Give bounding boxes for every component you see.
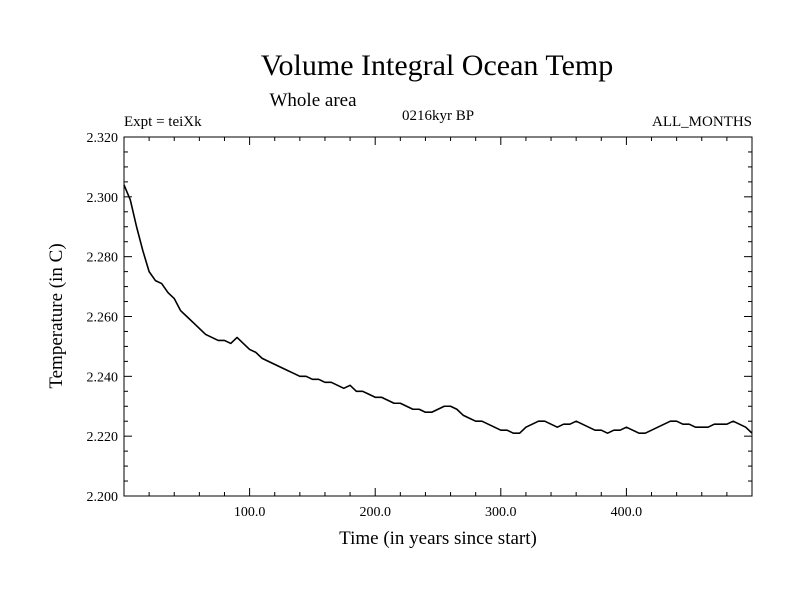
experiment-label: Expt = teiXk <box>124 114 202 130</box>
y-tick-label: 2.220 <box>87 430 119 445</box>
y-tick-label: 2.280 <box>87 251 119 266</box>
months-label: ALL_MONTHS <box>652 114 752 130</box>
chart-subtitle: Whole area <box>269 90 357 111</box>
plot-frame <box>123 136 753 497</box>
y-tick-label: 2.200 <box>87 490 119 505</box>
x-tick-label: 300.0 <box>485 505 517 520</box>
x-ticks: 100.0 200.0 300.0 400.0 <box>148 137 728 520</box>
x-tick-label: 200.0 <box>359 505 391 520</box>
period-label: 0216kyr BP <box>402 108 474 124</box>
chart-title: Volume Integral Ocean Temp <box>261 49 614 82</box>
y-axis-label: Temperature (in C) <box>46 243 67 388</box>
y-tick-label: 2.300 <box>87 191 119 206</box>
series-line <box>123 184 753 434</box>
y-ticks: 2.200 2.220 2.240 2.260 2.280 2.300 2.320 <box>87 131 752 505</box>
y-tick-label: 2.320 <box>87 131 119 146</box>
x-tick-label: 100.0 <box>234 505 266 520</box>
x-tick-label: 400.0 <box>611 505 643 520</box>
y-tick-label: 2.240 <box>87 370 119 385</box>
y-tick-label: 2.260 <box>87 311 119 326</box>
x-axis-label: Time (in years since start) <box>339 528 537 549</box>
